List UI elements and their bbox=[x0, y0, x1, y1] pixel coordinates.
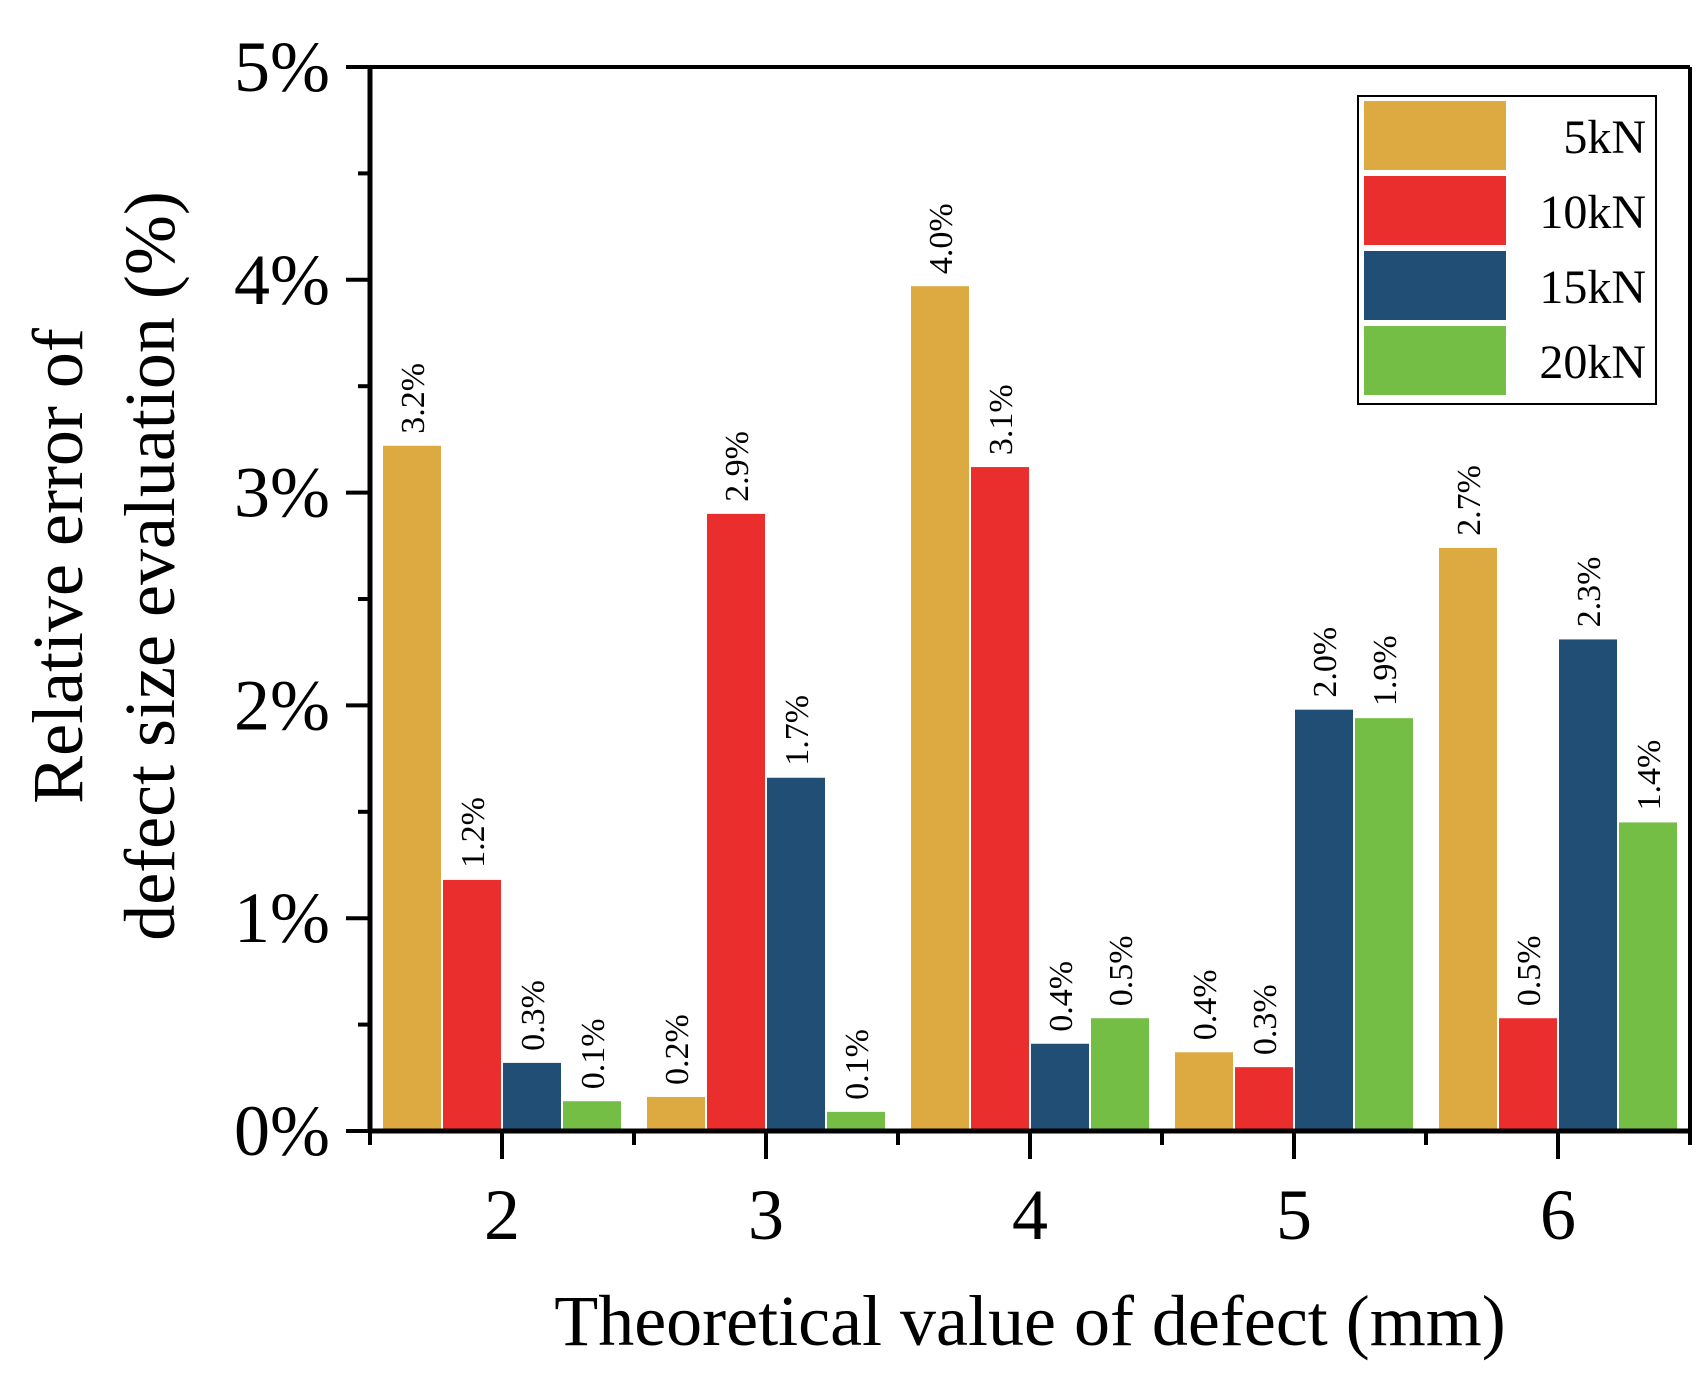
legend-label-20kN: 20kN bbox=[1539, 336, 1646, 389]
data-label-15kN-5: 2.0% bbox=[1307, 627, 1344, 698]
data-label-10kN-5: 0.3% bbox=[1247, 984, 1284, 1055]
data-label-20kN-4: 0.5% bbox=[1103, 935, 1140, 1006]
data-label-15kN-2: 0.3% bbox=[515, 980, 552, 1051]
bar-5kN-5 bbox=[1175, 1052, 1233, 1131]
legend-swatch-5kN bbox=[1364, 101, 1506, 170]
bar-15kN-3 bbox=[767, 777, 825, 1131]
bar-5kN-6 bbox=[1439, 547, 1497, 1131]
bar-10kN-5 bbox=[1235, 1067, 1293, 1131]
x-tick-label: 5 bbox=[1276, 1175, 1312, 1255]
data-label-10kN-2: 1.2% bbox=[455, 797, 492, 868]
legend-swatch-15kN bbox=[1364, 251, 1506, 320]
axes-layer: 0% 1% 2% 3% 4% 5% 2 3 4 5 6 bbox=[234, 27, 1692, 1255]
legend-label-15kN: 15kN bbox=[1539, 261, 1646, 314]
data-label-20kN-3: 0.1% bbox=[839, 1029, 876, 1100]
bar-15kN-5 bbox=[1295, 709, 1353, 1131]
x-axis-title: Theoretical value of defect (mm) bbox=[554, 1281, 1506, 1361]
legend-swatch-10kN bbox=[1364, 176, 1506, 245]
bar-10kN-4 bbox=[971, 467, 1029, 1132]
bar-20kN-3 bbox=[827, 1111, 885, 1131]
y-tick-label: 1% bbox=[234, 878, 330, 958]
bar-5kN-2 bbox=[383, 445, 441, 1131]
data-label-5kN-6: 2.7% bbox=[1451, 465, 1488, 536]
y-tick-label: 0% bbox=[234, 1091, 330, 1171]
data-label-10kN-4: 3.1% bbox=[983, 384, 1020, 455]
legend-label-5kN: 5kN bbox=[1563, 111, 1646, 164]
y-axis-title-line-2: defect size evaluation (%) bbox=[110, 191, 190, 941]
data-labels-layer: 3.2% 1.2% 0.3% 0.1% 0.2% 2.9% 1.7% 0.1% 4.0% 3.1%… bbox=[395, 203, 1668, 1099]
bar-5kN-3 bbox=[647, 1096, 705, 1131]
data-label-15kN-6: 2.3% bbox=[1571, 557, 1608, 628]
bar-15kN-4 bbox=[1031, 1043, 1089, 1131]
y-tick-label: 2% bbox=[234, 665, 330, 745]
data-label-20kN-5: 1.9% bbox=[1367, 635, 1404, 706]
bar-20kN-6 bbox=[1619, 822, 1677, 1131]
data-label-5kN-5: 0.4% bbox=[1187, 969, 1224, 1040]
legend-label-10kN: 10kN bbox=[1539, 186, 1646, 239]
y-tick-label: 3% bbox=[234, 453, 330, 533]
data-label-15kN-3: 1.7% bbox=[779, 695, 816, 766]
legend: 5kN 10kN 15kN 20kN bbox=[1357, 95, 1657, 405]
data-label-15kN-4: 0.4% bbox=[1043, 961, 1080, 1032]
data-label-20kN-2: 0.1% bbox=[575, 1018, 612, 1089]
y-tick-label: 5% bbox=[234, 27, 330, 107]
data-label-5kN-3: 0.2% bbox=[659, 1014, 696, 1085]
data-label-20kN-6: 1.4% bbox=[1631, 740, 1668, 811]
x-tick-label: 2 bbox=[484, 1175, 520, 1255]
bar-20kN-4 bbox=[1091, 1018, 1149, 1131]
bar-10kN-2 bbox=[443, 879, 501, 1131]
bar-10kN-3 bbox=[707, 513, 765, 1131]
bar-10kN-6 bbox=[1499, 1018, 1557, 1131]
data-label-5kN-2: 3.2% bbox=[395, 363, 432, 434]
bars-layer bbox=[383, 286, 1677, 1132]
x-tick-label: 4 bbox=[1012, 1175, 1048, 1255]
x-tick-label: 3 bbox=[748, 1175, 784, 1255]
bar-15kN-6 bbox=[1559, 639, 1617, 1131]
data-label-5kN-4: 4.0% bbox=[923, 203, 960, 274]
bar-5kN-4 bbox=[911, 286, 969, 1132]
legend-swatch-20kN bbox=[1364, 326, 1506, 395]
data-label-10kN-6: 0.5% bbox=[1511, 935, 1548, 1006]
y-axis-title-line-1: Relative error of bbox=[18, 328, 98, 804]
bar-20kN-2 bbox=[563, 1101, 621, 1131]
bar-20kN-5 bbox=[1355, 718, 1413, 1131]
data-label-10kN-3: 2.9% bbox=[719, 431, 756, 502]
y-tick-label: 4% bbox=[234, 240, 330, 320]
bar-15kN-2 bbox=[503, 1062, 561, 1131]
x-tick-label: 6 bbox=[1540, 1175, 1576, 1255]
